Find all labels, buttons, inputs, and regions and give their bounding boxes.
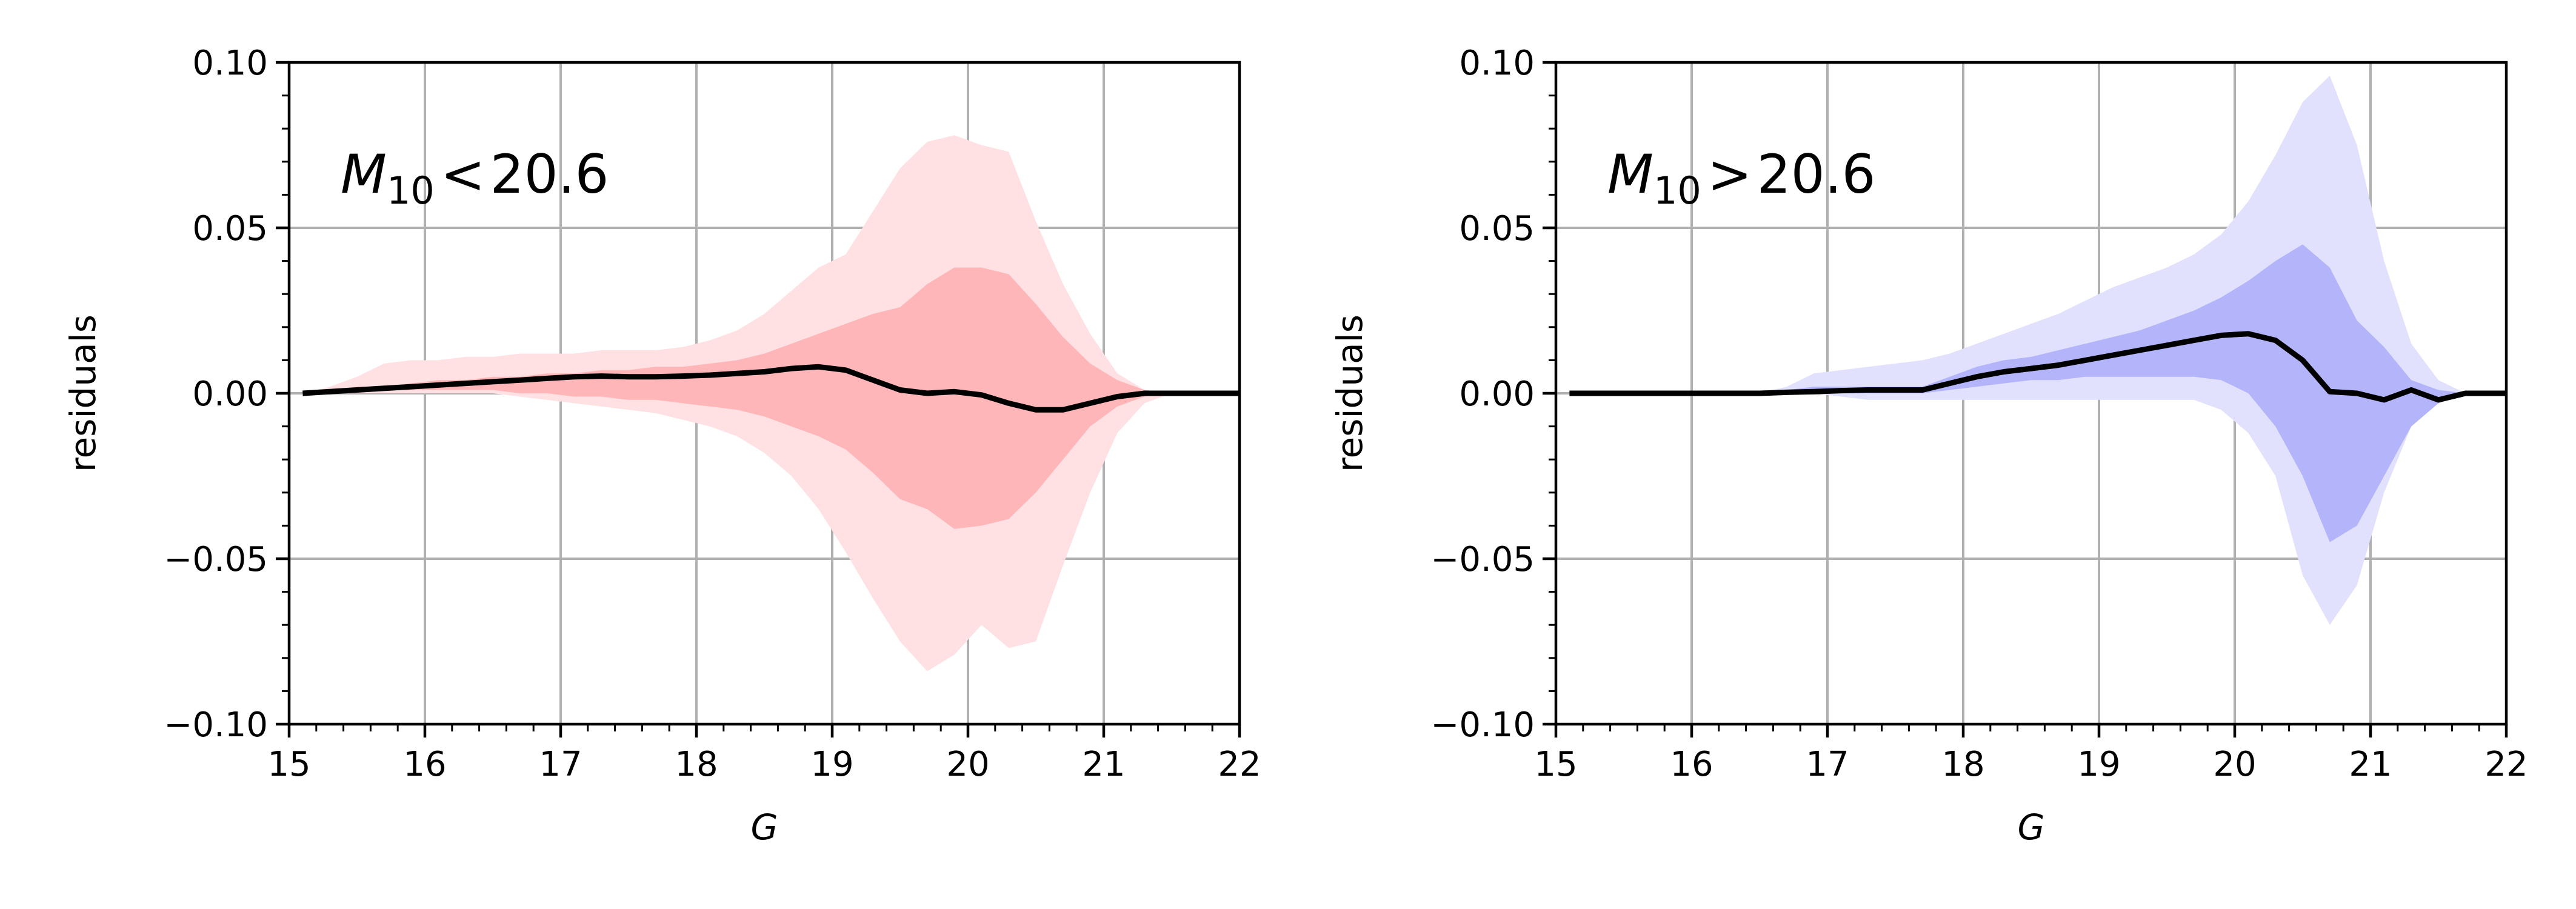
x-axis-label: G [751,807,778,848]
annotation-value: 20.6 [490,143,609,205]
y-tick-label: −0.05 [1430,540,1535,579]
x-tick-label: 15 [1534,745,1577,784]
x-tick-label: 15 [267,745,310,784]
annotation-subscript: 10 [387,168,435,213]
y-tick-label: −0.05 [164,540,268,579]
plot-area [302,135,1240,671]
x-tick-label: 19 [2077,745,2120,784]
plot-area [1569,75,2506,625]
x-tick-label: 16 [403,745,446,784]
x-tick-label: 17 [539,745,582,784]
y-tick-label: 0.10 [192,44,268,83]
y-tick-label: 0.00 [192,375,268,414]
outer-band [1569,75,2506,625]
annotation-relation: < [441,143,486,205]
annotation-value: 20.6 [1757,143,1876,205]
x-tick-label: 20 [2213,745,2256,784]
y-tick-label: 0.05 [192,209,268,248]
y-tick-label: −0.10 [1430,705,1535,745]
y-tick-label: 0.05 [1459,209,1535,248]
magnitude-annotation: M10 <20.6 [341,143,609,213]
annotation-subscript: 10 [1653,168,1701,213]
median-line [302,364,1240,413]
x-tick-label: 22 [2484,745,2528,784]
x-tick-label: 17 [1806,745,1849,784]
annotation-relation: > [1707,143,1752,205]
x-tick-label: 22 [1218,745,1261,784]
annotation-symbol: M [341,143,387,205]
x-tick-label: 20 [946,745,989,784]
y-tick-label: −0.10 [164,705,268,745]
x-axis-label: G [2018,807,2045,848]
y-axis-label: residuals [1329,315,1370,472]
x-tick-label: 21 [1082,745,1125,784]
right-panel: 15 16 17 18 19 20 21 22 0.10 0.05 0.00 −0.05 −0.10 Gr… [1329,44,2528,848]
magnitude-annotation: M10 >20.6 [1607,143,1876,213]
median-line [1569,331,2506,403]
inner-band [302,267,1240,529]
x-tick-label: 16 [1670,745,1713,784]
left-panel: 15 16 17 18 19 20 21 22 0.10 0.05 0.00 −0.05 −0.10 Gr… [62,44,1261,848]
y-axis-label: residuals [62,315,104,472]
x-tick-label: 19 [810,745,853,784]
x-tick-label: 18 [1941,745,1984,784]
y-tick-label: 0.10 [1459,44,1535,83]
x-tick-label: 18 [675,745,718,784]
x-tick-label: 21 [2349,745,2392,784]
inner-band [1569,244,2506,542]
annotation-symbol: M [1607,143,1653,205]
y-tick-label: 0.00 [1459,375,1535,414]
